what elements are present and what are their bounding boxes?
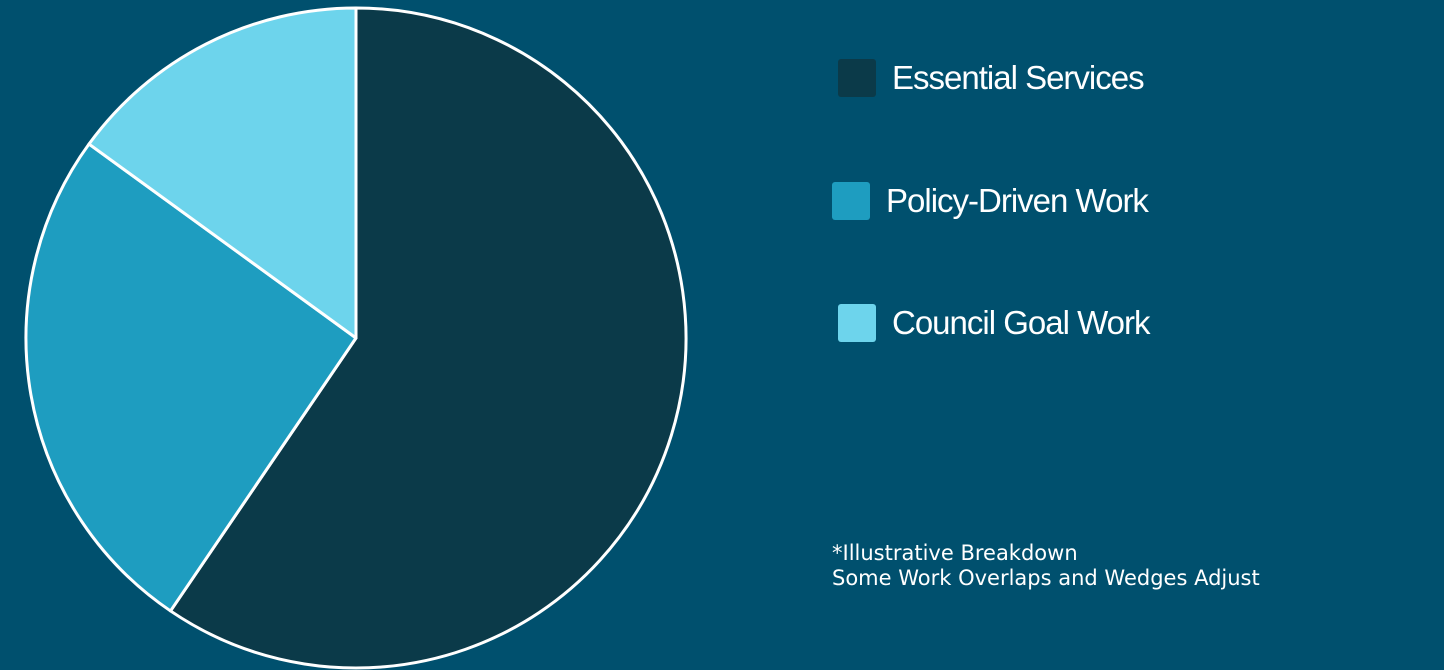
legend-swatch-essential-services (838, 59, 876, 97)
legend-item-council-goal-work: Council Goal Work (838, 304, 1150, 342)
legend-item-essential-services: Essential Services (838, 59, 1145, 97)
footnote-line-1: *Illustrative Breakdown (832, 541, 1078, 565)
legend-label-council-goal-work: Council Goal Work (892, 304, 1150, 341)
chart-footnote: *Illustrative Breakdown Some Work Overla… (832, 541, 1260, 591)
pie-slice-council-goal-work (87, 6, 358, 340)
legend-item-policy-driven-work: Policy-Driven Work (832, 182, 1149, 220)
footnote-line-2: Some Work Overlaps and Wedges Adjust (832, 566, 1260, 590)
legend-swatch-council-goal-work (838, 304, 876, 342)
legend-label-essential-services: Essential Services (892, 59, 1145, 96)
pie-chart (24, 6, 688, 670)
legend-label-policy-driven-work: Policy-Driven Work (886, 182, 1149, 219)
legend-swatch-policy-driven-work (832, 182, 870, 220)
pie-slice-essential-services (169, 6, 688, 670)
pie-slice-policy-driven-work (24, 142, 358, 613)
